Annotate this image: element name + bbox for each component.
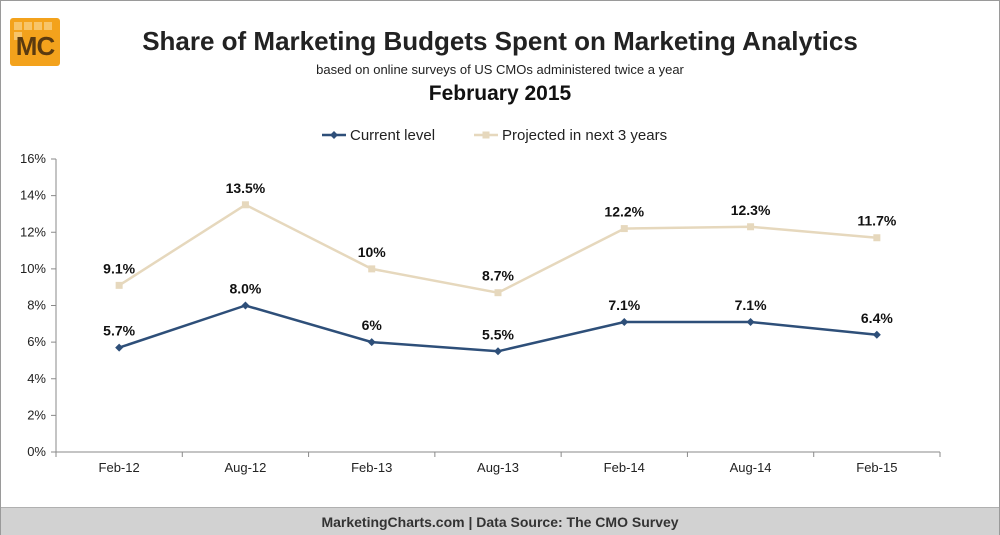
x-tick-label: Aug-13 (477, 460, 519, 475)
data-point-projected (747, 223, 755, 231)
data-point-current (367, 338, 376, 347)
y-tick-label: 6% (27, 334, 46, 349)
data-label: 7.1% (735, 297, 767, 313)
y-tick-label: 0% (27, 444, 46, 459)
logo-text: MC (15, 30, 55, 61)
x-tick-label: Feb-14 (604, 460, 645, 475)
data-point-current (872, 330, 881, 339)
data-label: 8.0% (229, 281, 261, 297)
y-tick-label: 8% (27, 298, 46, 313)
data-label: 7.1% (608, 297, 640, 313)
chart-subtitle: based on online surveys of US CMOs admin… (316, 62, 684, 77)
data-point-projected (873, 234, 881, 242)
footer-source: MarketingCharts.com | Data Source: The C… (1, 507, 999, 535)
x-tick-label: Feb-15 (856, 460, 897, 475)
y-tick-label: 14% (20, 188, 46, 203)
data-label: 5.5% (482, 326, 514, 342)
y-tick-label: 12% (20, 224, 46, 239)
data-label: 11.7% (857, 213, 896, 229)
y-tick-label: 16% (20, 151, 46, 166)
data-point-current (241, 301, 250, 310)
y-tick-label: 4% (27, 371, 46, 386)
data-point-projected (494, 289, 502, 297)
x-tick-label: Feb-13 (351, 460, 392, 475)
marketingcharts-logo: MC (10, 18, 60, 66)
data-label: 12.3% (731, 202, 771, 218)
legend-label-projected: Projected in next 3 years (502, 127, 667, 144)
data-label: 6.4% (861, 310, 893, 326)
data-label: 10% (358, 244, 387, 260)
legend-marker-projected (482, 131, 490, 139)
data-label: 9.1% (103, 260, 135, 276)
data-point-projected (241, 201, 249, 209)
data-point-current (494, 347, 502, 356)
data-point-current (620, 317, 629, 326)
y-tick-label: 2% (27, 407, 46, 422)
x-tick-label: Aug-12 (224, 460, 266, 475)
line-chart: 0% 2% 4% 6% 8% 10% 12% 14% 16% Feb-12 Aug-12 Feb-13… (20, 127, 941, 475)
data-label: 8.7% (482, 268, 514, 284)
legend-marker-current (330, 131, 338, 139)
data-label: 6% (362, 317, 383, 333)
chart-title: Share of Marketing Budgets Spent on Mark… (142, 26, 858, 56)
data-label: 12.2% (604, 204, 644, 220)
data-point-current (115, 343, 124, 352)
x-tick-label: Aug-14 (730, 460, 772, 475)
data-point-projected (115, 281, 123, 289)
chart-date: February 2015 (428, 82, 572, 105)
data-label: 13.5% (226, 180, 266, 196)
y-tick-label: 10% (20, 261, 46, 276)
data-point-current (746, 317, 755, 326)
data-point-projected (620, 225, 628, 233)
data-point-projected (368, 265, 376, 273)
data-label: 5.7% (103, 323, 135, 339)
x-tick-label: Feb-12 (99, 460, 140, 475)
legend-label-current: Current level (350, 127, 435, 144)
